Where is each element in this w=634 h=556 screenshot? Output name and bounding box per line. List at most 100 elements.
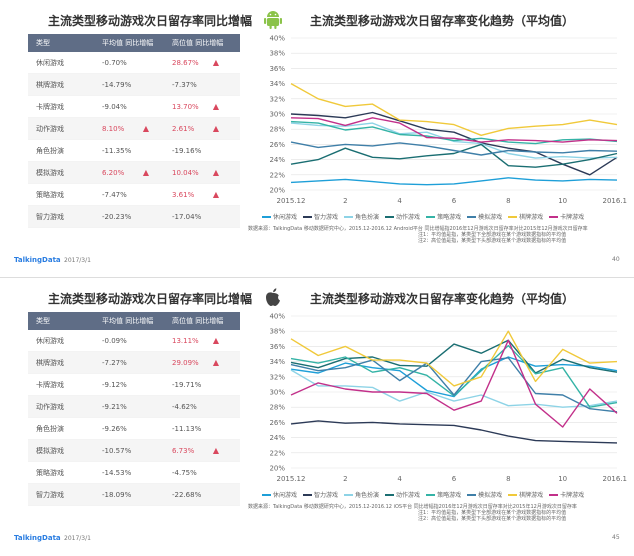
up-arrow-icon: ▲ (142, 168, 150, 177)
x-tick-label: 4 (397, 475, 402, 483)
legend-swatch (385, 215, 395, 218)
legend-label: 模拟游戏 (478, 492, 503, 499)
up-arrow-icon: ▲ (212, 124, 220, 133)
cell-avg-value: -14.79% (102, 80, 132, 89)
legend-item: 智力游戏 (303, 212, 338, 221)
cell-type: 卡牌游戏 (36, 102, 64, 111)
android-body (267, 18, 279, 26)
cell-type: 休闲游戏 (36, 58, 64, 67)
series-line (290, 117, 618, 143)
legend-label: 棋牌游戏 (519, 214, 544, 221)
cell-high: -19.71% (166, 381, 240, 389)
chart-legend: 休闲游戏 智力游戏 角色扮演 动作游戏 策略游戏 模拟游戏 棋牌游戏 卡牌游戏 (262, 490, 602, 499)
x-tick-label: 2015.12 (277, 197, 306, 205)
cell-type: 角色扮演 (36, 424, 64, 433)
x-tick-label: 2 (343, 475, 347, 483)
cell-type: 智力游戏 (36, 212, 64, 221)
cell-high: 13.70% ▲ (166, 102, 240, 111)
cell-avg-value: -9.04% (102, 102, 127, 111)
legend-swatch (303, 215, 313, 218)
series-line (290, 120, 618, 145)
cell-avg-value: -9.12% (102, 380, 127, 389)
retention-trend-chart: 20% 22% 24% 26% 28% 30% 32% 34% 36% 38% 40% 2015.12… (269, 35, 627, 206)
legend-label: 休闲游戏 (273, 214, 298, 221)
cell-high-value: -4.62% (172, 402, 197, 411)
report-date: 2017/3/1 (64, 535, 91, 542)
header-high-growth: 同比增幅 (195, 317, 224, 325)
legend-label: 卡牌游戏 (560, 492, 585, 499)
table-title: 主流类型移动游戏次日留存率同比增幅 (48, 14, 253, 28)
cell-avg: -9.21% (96, 403, 166, 411)
cell-avg: -9.12% (96, 381, 166, 389)
cell-avg-value: -0.09% (102, 336, 127, 345)
apple-leaf (273, 288, 277, 293)
cell-type: 模拟游戏 (36, 446, 64, 455)
header-avg: 平均值 同比增幅 (96, 316, 166, 326)
android-arm (264, 18, 267, 24)
legend-item: 策略游戏 (426, 490, 461, 499)
cell-high: 28.67% ▲ (166, 58, 240, 67)
cell-avg: -10.57% (96, 447, 166, 455)
retention-growth-table: 类型 平均值 同比增幅 高位值 同比增幅 休闲游戏 -0.70% 28.67% ▲ 棋牌游戏 -… (28, 34, 240, 228)
cell-avg: -18.09% (96, 491, 166, 499)
legend-swatch (344, 215, 354, 218)
cell-avg: -9.26% (96, 425, 166, 433)
legend-item: 角色扮演 (344, 212, 379, 221)
cell-high-value: 10.04% (172, 169, 199, 177)
y-tick-label: 34% (269, 80, 285, 88)
cell-avg-value: -18.09% (102, 490, 132, 499)
y-tick-label: 26% (269, 419, 285, 427)
legend-label: 动作游戏 (396, 492, 421, 499)
x-tick-label: 2016.12 (603, 197, 627, 205)
legend-swatch (262, 215, 271, 218)
y-tick-label: 40% (269, 313, 285, 321)
cell-avg: -0.09% (96, 337, 166, 345)
legend-item: 动作游戏 (385, 212, 420, 221)
header-high-growth: 同比增幅 (195, 39, 224, 47)
android-arm (279, 18, 282, 24)
android-leg (269, 25, 272, 29)
y-tick-label: 20% (269, 465, 285, 473)
legend-item: 动作游戏 (385, 490, 420, 499)
legend-label: 休闲游戏 (273, 492, 298, 499)
cell-avg-value: -20.23% (102, 212, 132, 221)
source-note: 数据来源：TalkingData 移动数据研究中心，2015.12-2016.1… (248, 504, 577, 510)
retention-growth-table: 类型 平均值 同比增幅 高位值 同比增幅 休闲游戏 -0.09% 13.11% ▲ 棋牌游戏 -… (28, 312, 240, 506)
cell-high-value: -19.16% (172, 146, 202, 155)
y-tick-label: 26% (269, 141, 285, 149)
cell-avg-value: -7.27% (102, 358, 127, 367)
cell-high: 6.73% ▲ (166, 446, 240, 455)
y-tick-label: 34% (269, 358, 285, 366)
y-tick-label: 30% (269, 389, 285, 397)
legend-item: 休闲游戏 (262, 490, 297, 499)
series-line (290, 344, 618, 408)
x-tick-label: 8 (506, 197, 510, 205)
table-row: 智力游戏 -20.23% -17.04% (28, 206, 240, 228)
android-leg (274, 25, 277, 29)
legend-swatch (303, 493, 313, 496)
cell-high-value: -4.75% (172, 468, 197, 477)
android-eye (269, 13, 272, 16)
up-arrow-icon: ▲ (212, 358, 220, 367)
cell-type: 策略游戏 (36, 468, 64, 477)
table-header-row: 类型 平均值 同比增幅 高位值 同比增幅 (28, 34, 240, 52)
series-line (290, 357, 618, 413)
y-tick-label: 24% (269, 434, 285, 442)
table-row: 动作游戏 8.10% ▲ 2.61% ▲ (28, 118, 240, 140)
legend-item: 模拟游戏 (467, 490, 502, 499)
cell-type: 棋牌游戏 (36, 80, 64, 89)
up-arrow-icon: ▲ (212, 168, 220, 177)
brand-logo: TalkingData (14, 256, 61, 264)
table-row: 模拟游戏 6.20% ▲ 10.04% ▲ (28, 162, 240, 184)
x-tick-label: 6 (452, 197, 457, 205)
ios-panel: 主流类型移动游戏次日留存率同比增幅 类型 平均值 同比增幅 高位值 同比增幅 休闲游戏 -… (0, 278, 634, 556)
table-row: 卡牌游戏 -9.12% -19.71% (28, 374, 240, 396)
y-tick-label: 32% (269, 373, 285, 381)
table-row: 策略游戏 -14.53% -4.75% (28, 462, 240, 484)
legend-swatch (426, 215, 436, 218)
cell-avg-value: -9.21% (102, 402, 127, 411)
cell-avg: -14.53% (96, 469, 166, 477)
cell-high-value: 3.61% (172, 191, 195, 199)
cell-high: 10.04% ▲ (166, 168, 240, 177)
y-tick-label: 30% (269, 111, 285, 119)
